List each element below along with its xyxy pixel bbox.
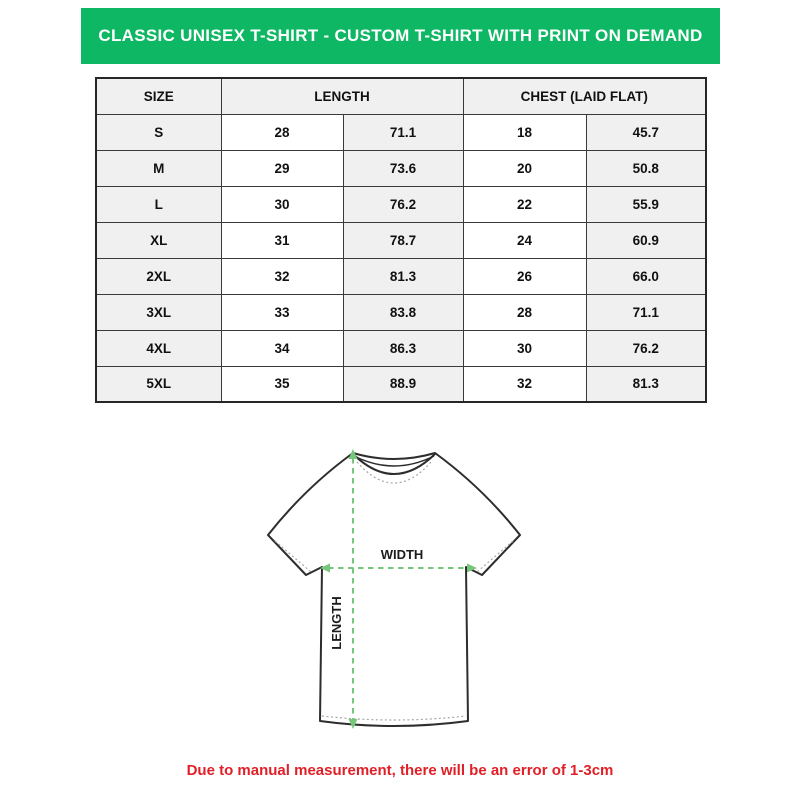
title-banner: CLASSIC UNISEX T-SHIRT - CUSTOM T-SHIRT … (81, 8, 720, 64)
chest-cm-cell: 55.9 (585, 185, 707, 223)
tshirt-collar (352, 453, 436, 475)
size-cell: M (95, 149, 222, 187)
length-cm-cell: 81.3 (342, 257, 464, 295)
chest-in-cell: 26 (462, 257, 587, 295)
tshirt-outline (267, 452, 521, 727)
chest-in-cell: 18 (462, 113, 587, 151)
size-table: SIZE LENGTH CHEST (LAID FLAT) S 28 71.1 … (95, 77, 708, 403)
length-arrowhead-bottom (348, 719, 358, 729)
length-in-cell: 28 (220, 113, 344, 151)
chest-in-cell: 28 (462, 293, 587, 331)
table-row: XL 31 78.7 24 60.9 (95, 221, 707, 259)
length-cm-cell: 76.2 (342, 185, 464, 223)
width-label: WIDTH (381, 547, 424, 562)
chest-cm-cell: 66.0 (585, 257, 707, 295)
length-arrowhead-top (348, 449, 358, 459)
table-row: M 29 73.6 20 50.8 (95, 149, 707, 187)
chest-cm-cell: 71.1 (585, 293, 707, 331)
length-cm-cell: 73.6 (342, 149, 464, 187)
chest-in-cell: 24 (462, 221, 587, 259)
header-length: LENGTH (220, 77, 464, 115)
chest-cm-cell: 81.3 (585, 365, 707, 403)
length-label: LENGTH (329, 596, 344, 649)
header-size: SIZE (95, 77, 222, 115)
chest-cm-cell: 45.7 (585, 113, 707, 151)
table-row: 3XL 33 83.8 28 71.1 (95, 293, 707, 331)
chest-cm-cell: 50.8 (585, 149, 707, 187)
length-in-cell: 31 (220, 221, 344, 259)
table-header-row: SIZE LENGTH CHEST (LAID FLAT) (95, 77, 707, 115)
width-arrowhead-left (320, 563, 330, 573)
length-cm-cell: 78.7 (342, 221, 464, 259)
table-row: S 28 71.1 18 45.7 (95, 113, 707, 151)
length-cm-cell: 88.9 (342, 365, 464, 403)
length-arrow (348, 449, 358, 729)
size-cell: S (95, 113, 222, 151)
header-chest: CHEST (LAID FLAT) (462, 77, 707, 115)
size-cell: 2XL (95, 257, 222, 295)
length-cm-cell: 83.8 (342, 293, 464, 331)
table-row: 5XL 35 88.9 32 81.3 (95, 365, 707, 403)
length-in-cell: 34 (220, 329, 344, 367)
length-in-cell: 32 (220, 257, 344, 295)
size-cell: 4XL (95, 329, 222, 367)
chest-in-cell: 32 (462, 365, 587, 403)
width-arrow (320, 563, 477, 573)
measurement-error-note: Due to manual measurement, there will be… (186, 762, 614, 779)
length-in-cell: 35 (220, 365, 344, 403)
chest-cm-cell: 76.2 (585, 329, 707, 367)
tshirt-stitches (274, 461, 514, 721)
length-in-cell: 30 (220, 185, 344, 223)
table-row: 4XL 34 86.3 30 76.2 (95, 329, 707, 367)
chest-in-cell: 20 (462, 149, 587, 187)
size-cell: 3XL (95, 293, 222, 331)
tshirt-measurement-diagram: WIDTH LENGTH (250, 440, 550, 750)
width-arrowhead-right (467, 563, 477, 573)
chest-in-cell: 30 (462, 329, 587, 367)
length-cm-cell: 86.3 (342, 329, 464, 367)
table-row: L 30 76.2 22 55.9 (95, 185, 707, 223)
size-cell: XL (95, 221, 222, 259)
chest-cm-cell: 60.9 (585, 221, 707, 259)
length-in-cell: 29 (220, 149, 344, 187)
tshirt-diagram-svg: WIDTH LENGTH (267, 449, 521, 729)
size-cell: 5XL (95, 365, 222, 403)
chest-in-cell: 22 (462, 185, 587, 223)
page-title: CLASSIC UNISEX T-SHIRT - CUSTOM T-SHIRT … (98, 26, 703, 45)
table-row: 2XL 32 81.3 26 66.0 (95, 257, 707, 295)
size-cell: L (95, 185, 222, 223)
length-in-cell: 33 (220, 293, 344, 331)
length-cm-cell: 71.1 (342, 113, 464, 151)
